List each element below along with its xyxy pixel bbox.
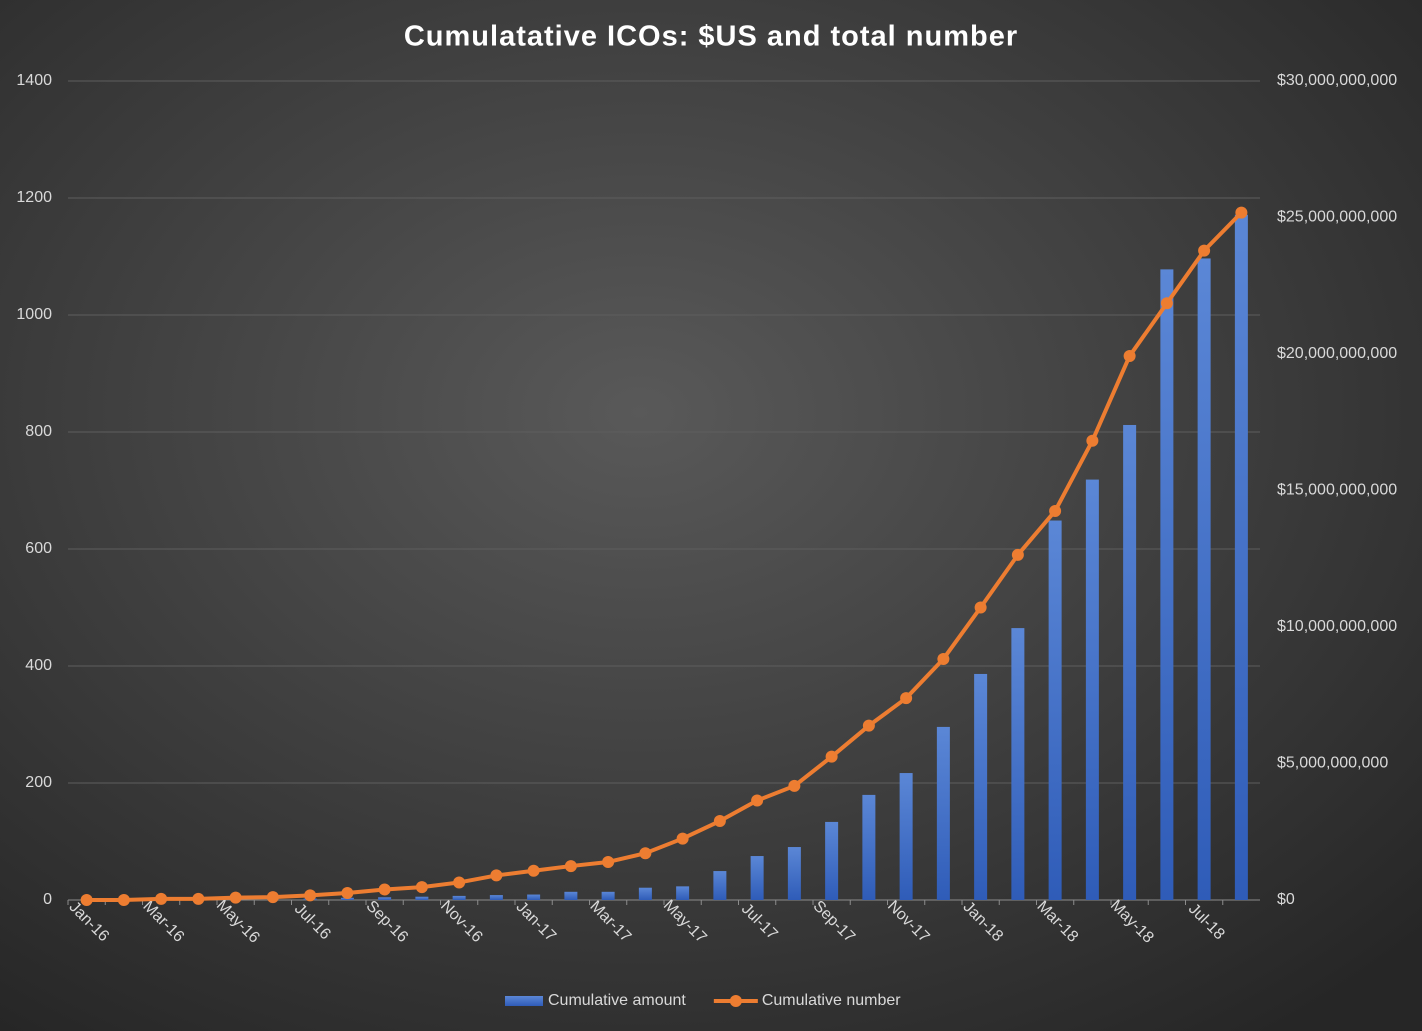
line-marker (117, 894, 130, 906)
line-marker (527, 864, 540, 877)
bar (899, 773, 913, 900)
line-marker (825, 750, 838, 763)
line-marker (862, 719, 875, 732)
bar (936, 726, 950, 900)
bar (564, 891, 578, 900)
bar (378, 897, 392, 900)
bar (452, 895, 466, 900)
line-marker (564, 860, 577, 873)
line-marker (341, 886, 354, 899)
line-marker (229, 891, 242, 904)
bar (676, 886, 690, 900)
legend-label: Cumulative number (762, 992, 901, 1009)
y2-tick-label: $20,000,000,000 (1277, 345, 1397, 362)
line-marker (676, 832, 689, 845)
line-marker (415, 881, 428, 894)
line-marker (788, 779, 801, 792)
line-marker (1198, 244, 1211, 257)
legend-label: Cumulative amount (548, 992, 686, 1009)
bar (1123, 424, 1137, 900)
bar (489, 895, 503, 900)
line-marker (900, 692, 913, 705)
legend-marker (729, 995, 742, 1007)
line (86, 211, 1243, 902)
line-marker (80, 894, 93, 906)
bar (825, 821, 839, 900)
bar (527, 894, 541, 900)
y2-tick-label: $25,000,000,000 (1277, 209, 1397, 226)
y-tick-label: 1400 (16, 72, 52, 89)
bar (1085, 479, 1099, 900)
y-tick-label: 800 (25, 423, 52, 440)
line-marker (1235, 206, 1248, 219)
bar (1011, 628, 1025, 900)
bar (1197, 258, 1211, 900)
y-tick-label: 1200 (16, 189, 52, 206)
y-tick-label: 600 (25, 540, 52, 557)
y2-tick-label: $15,000,000,000 (1277, 482, 1397, 499)
line-marker (266, 891, 279, 904)
bar (1160, 269, 1174, 900)
y-tick-label: 0 (43, 891, 52, 908)
bar (713, 871, 727, 900)
line-marker (713, 815, 726, 828)
line-marker (490, 869, 503, 882)
line-marker (1123, 349, 1136, 362)
line-marker (1160, 297, 1173, 310)
line-marker (974, 601, 987, 614)
y2-tick-label: $0 (1277, 891, 1295, 908)
y-tick-label: 400 (25, 657, 52, 674)
bar (415, 896, 429, 900)
line-marker (453, 876, 466, 889)
bar (1234, 214, 1248, 900)
line-marker (192, 892, 205, 905)
bar (638, 887, 652, 900)
line-marker (602, 855, 615, 868)
y2-tick-label: $10,000,000,000 (1277, 618, 1397, 635)
bar (601, 891, 615, 900)
y-tick-label: 200 (25, 774, 52, 791)
y2-tick-label: $5,000,000,000 (1277, 755, 1388, 772)
legend-swatch (505, 996, 543, 1006)
y2-tick-label: $30,000,000,000 (1277, 72, 1397, 89)
line-marker (155, 892, 168, 905)
chart-title: Cumulatative ICOs: $US and total number (404, 21, 1018, 53)
bar (750, 856, 764, 900)
bar (974, 673, 988, 900)
line-marker (639, 847, 652, 860)
bar (1048, 520, 1062, 900)
bar (787, 847, 801, 900)
line-marker (1011, 548, 1024, 561)
line-marker (937, 652, 950, 665)
line-marker (304, 889, 317, 902)
line-marker (1086, 434, 1099, 447)
line-marker (1049, 504, 1062, 517)
line-marker (378, 883, 391, 896)
y-tick-label: 1000 (16, 306, 52, 323)
line-marker (751, 794, 764, 807)
bar (862, 794, 876, 900)
